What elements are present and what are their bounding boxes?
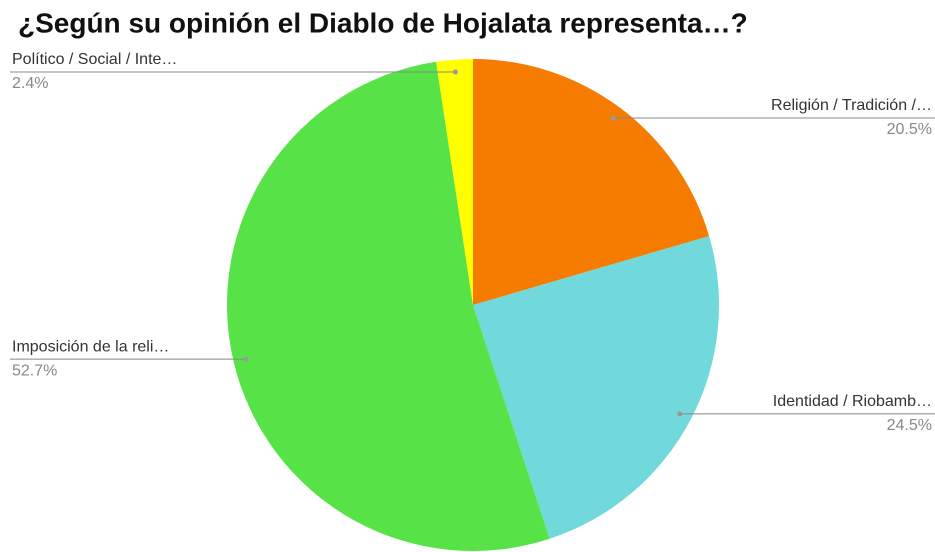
leader-dot — [610, 115, 616, 121]
pie-slice — [473, 59, 710, 305]
pie-slice — [473, 236, 719, 539]
leader-dot — [677, 411, 683, 417]
pie-slice — [227, 61, 550, 552]
pie-slice — [436, 59, 473, 305]
slice-value: 52.7% — [12, 362, 57, 379]
slice-label: Político / Social / Inte… — [12, 51, 177, 68]
slice-label: Imposición de la reli… — [12, 338, 169, 355]
chart-title: ¿Según su opinión el Diablo de Hojalata … — [18, 7, 748, 38]
leader-dot — [243, 356, 249, 362]
leader-dot — [452, 69, 458, 75]
slice-value: 24.5% — [887, 417, 932, 434]
slice-value: 20.5% — [887, 121, 932, 138]
slice-label: Religión / Tradición /… — [771, 97, 932, 114]
slice-label: Identidad / Riobamb… — [773, 393, 932, 410]
slice-value: 2.4% — [12, 75, 48, 92]
